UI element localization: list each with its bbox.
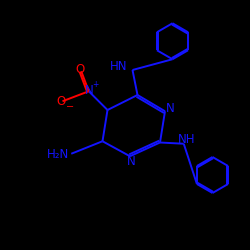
Text: −: − [66,102,74,112]
Text: +: + [92,80,99,89]
Text: H₂N: H₂N [46,148,69,162]
Text: N: N [127,155,136,168]
Text: O: O [57,95,66,108]
Text: N: N [166,102,175,115]
Text: N: N [85,84,94,96]
Text: NH: NH [178,133,195,146]
Text: O: O [76,63,84,76]
Text: HN: HN [110,60,128,73]
